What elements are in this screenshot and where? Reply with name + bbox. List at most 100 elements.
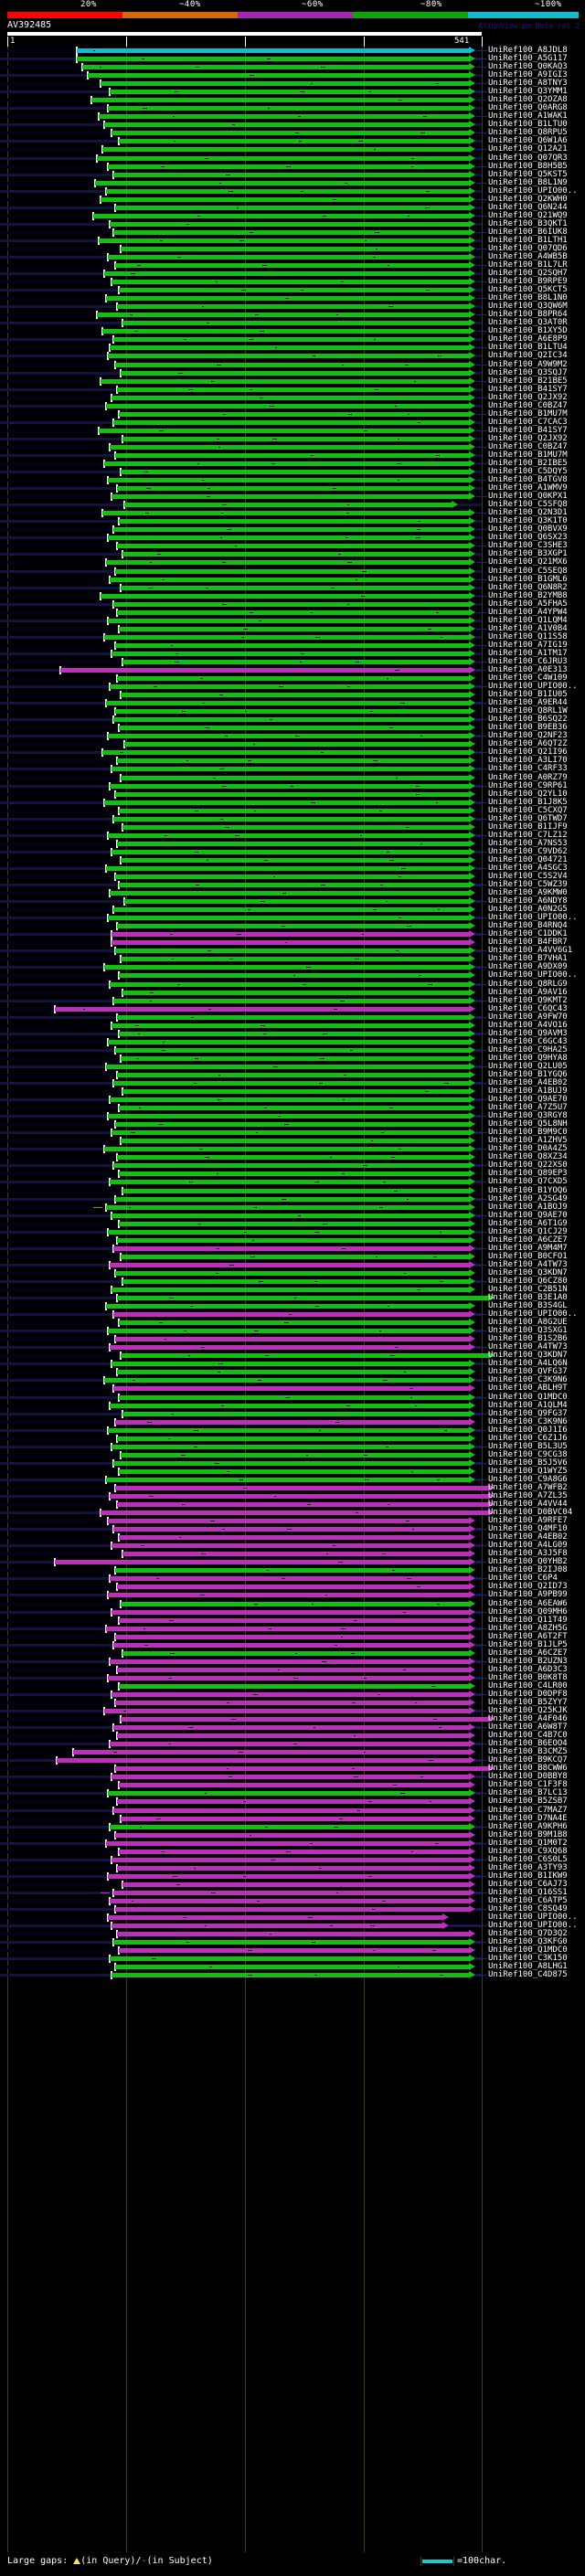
table-row[interactable]: UniRef100_B2YMB8 xyxy=(0,591,585,600)
hit-accession-label[interactable]: UniRef100_A0RZ79 xyxy=(488,772,568,782)
table-row[interactable]: UniRef100_C4LR00 xyxy=(0,1681,585,1691)
table-row[interactable]: UniRef100_C3K9N6 xyxy=(0,1375,585,1385)
table-row[interactable]: UniRef100_B9M1B8 xyxy=(0,1830,585,1839)
hit-accession-label[interactable]: UniRef100_A4TW73 xyxy=(488,1259,568,1269)
hit-accession-label[interactable]: UniRef100_Q07QR3 xyxy=(488,153,568,163)
table-row[interactable]: UniRef100_A4VO16 xyxy=(0,1021,585,1030)
hit-accession-label[interactable]: UniRef100_A6NDY8 xyxy=(488,896,568,906)
hsp-bar[interactable] xyxy=(101,81,469,87)
table-row[interactable]: UniRef100_Q6TWD7 xyxy=(0,814,585,823)
hit-accession-label[interactable]: UniRef100_Q2JX92 xyxy=(488,392,568,402)
hit-accession-label[interactable]: UniRef100_B1XY5D xyxy=(488,326,568,336)
hit-accession-label[interactable]: UniRef100_Q3SQJ7 xyxy=(488,367,568,377)
hit-accession-label[interactable]: UniRef100_Q6CZ80 xyxy=(488,1276,568,1286)
hit-accession-label[interactable]: UniRef100_C4RF33 xyxy=(488,764,568,774)
hsp-bar[interactable] xyxy=(115,1907,469,1912)
hit-accession-label[interactable]: UniRef100_C5SFQ8 xyxy=(488,500,568,510)
hit-accession-label[interactable]: UniRef100_Q2JX92 xyxy=(488,433,568,443)
hsp-bar[interactable] xyxy=(106,865,469,871)
hit-accession-label[interactable]: UniRef100_B1IJF9 xyxy=(488,822,568,832)
hsp-bar[interactable] xyxy=(121,246,469,251)
hit-accession-label[interactable]: UniRef100_Q04721 xyxy=(488,854,568,864)
table-row[interactable]: UniRef100_B1LTH1 xyxy=(0,236,585,245)
hit-accession-label[interactable]: UniRef100_Q6N8R2 xyxy=(488,582,568,592)
hit-accession-label[interactable]: UniRef100_Q3YMM1 xyxy=(488,87,568,97)
table-row[interactable]: UniRef100_A6QT2Z xyxy=(0,739,585,749)
hit-accession-label[interactable]: UniRef100_Q0J1I6 xyxy=(488,1425,568,1435)
hit-accession-label[interactable]: UniRef100_A4SGC3 xyxy=(488,863,568,873)
hit-accession-label[interactable]: UniRef100_B1S2B6 xyxy=(488,1334,568,1344)
hit-accession-label[interactable]: UniRef100_B3S4GL xyxy=(488,1301,568,1311)
hsp-bar[interactable] xyxy=(106,1304,469,1309)
hit-accession-label[interactable]: UniRef100_B5J5V6 xyxy=(488,1458,568,1468)
hit-accession-label[interactable]: UniRef100_B4FBR7 xyxy=(488,938,568,948)
table-row[interactable]: UniRef100_C9A8G6 xyxy=(0,1475,585,1484)
table-row[interactable]: UniRef100_D0BBY8 xyxy=(0,1772,585,1782)
hsp-bar[interactable] xyxy=(117,1502,488,1508)
hit-accession-label[interactable]: UniRef100_Q8XZ34 xyxy=(488,1152,568,1162)
hsp-bar[interactable] xyxy=(112,494,469,500)
hsp-bar[interactable] xyxy=(104,634,469,640)
table-row[interactable]: UniRef100_A1V0B4 xyxy=(0,624,585,633)
hit-accession-label[interactable]: UniRef100_B4RNQ4 xyxy=(488,921,568,931)
table-row[interactable]: UniRef100_C6AJ73 xyxy=(0,1880,585,1889)
hsp-bar[interactable] xyxy=(119,1683,469,1689)
table-row[interactable]: UniRef100_Q3K1T0 xyxy=(0,516,585,526)
table-row[interactable]: UniRef100_C6JRU3 xyxy=(0,657,585,666)
hsp-bar[interactable] xyxy=(112,1857,469,1862)
hsp-bar[interactable] xyxy=(119,1106,469,1111)
hit-accession-label[interactable]: UniRef100_Q3KFG0 xyxy=(488,1937,568,1947)
hit-accession-label[interactable]: UniRef100_Q3KDN7 xyxy=(488,1267,568,1277)
hsp-bar[interactable] xyxy=(117,1865,469,1871)
table-row[interactable]: UniRef100_Q5KST5 xyxy=(0,170,585,179)
hit-accession-label[interactable]: UniRef100_UPIO00.. xyxy=(488,682,578,692)
table-row[interactable]: UniRef100_B0K8T8 xyxy=(0,1673,585,1682)
hit-accession-label[interactable]: UniRef100_Q1MDC0 xyxy=(488,1945,568,1956)
hit-accession-label[interactable]: UniRef100_B2UZN3 xyxy=(488,1656,568,1666)
table-row[interactable]: UniRef100_C5WZ39 xyxy=(0,880,585,890)
table-row[interactable]: UniRef100_B1IKW9 xyxy=(0,1871,585,1881)
hit-accession-label[interactable]: UniRef100_Q1CJ29 xyxy=(488,1226,568,1236)
table-row[interactable]: UniRef100_C5SEQ8 xyxy=(0,567,585,576)
table-row[interactable]: UniRef100_C6P4 xyxy=(0,1574,585,1584)
hsp-bar[interactable] xyxy=(110,1262,469,1267)
table-row[interactable]: UniRef100_C6ATP5 xyxy=(0,1896,585,1905)
table-row[interactable]: UniRef100_Q3SQJ7 xyxy=(0,367,585,377)
table-row[interactable]: UniRef100_Q2LU05 xyxy=(0,1062,585,1071)
hsp-bar[interactable] xyxy=(115,362,469,367)
hsp-bar[interactable] xyxy=(112,1691,469,1697)
hit-accession-label[interactable]: UniRef100_A1WMV9 xyxy=(488,483,568,493)
hsp-bar[interactable] xyxy=(110,1659,469,1664)
hsp-bar[interactable] xyxy=(108,1329,469,1334)
table-row[interactable]: UniRef100_B0CFO1 xyxy=(0,1252,585,1261)
hsp-bar[interactable] xyxy=(108,535,469,541)
table-row[interactable]: UniRef100_Q2YL10 xyxy=(0,790,585,799)
table-row[interactable]: UniRef100_C5DQY5 xyxy=(0,467,585,477)
table-row[interactable]: UniRef100_A9RFE7 xyxy=(0,1516,585,1526)
hsp-bar[interactable] xyxy=(110,891,469,896)
table-row[interactable]: UniRef100_A1BUJ9 xyxy=(0,1087,585,1097)
hit-accession-label[interactable]: UniRef100_B41SY7 xyxy=(488,384,568,394)
hit-accession-label[interactable]: UniRef100_A3J5F8 xyxy=(488,1549,568,1559)
table-row[interactable]: UniRef100_A4YPW4 xyxy=(0,608,585,617)
table-row[interactable]: UniRef100_D0BVC04 xyxy=(0,1508,585,1518)
table-row[interactable]: UniRef100_A9AV16 xyxy=(0,988,585,997)
table-row[interactable]: UniRef100_A7Z5U7 xyxy=(0,1103,585,1113)
hit-accession-label[interactable]: UniRef100_C7MAZ7 xyxy=(488,1805,568,1815)
hsp-bar[interactable] xyxy=(113,601,469,607)
hsp-bar[interactable] xyxy=(115,1634,469,1639)
hit-accession-label[interactable]: UniRef100_B41SY7 xyxy=(488,425,568,435)
hsp-bar[interactable] xyxy=(117,1072,469,1077)
hit-accession-label[interactable]: UniRef100_Q5L8NH xyxy=(488,1119,568,1129)
hit-accession-label[interactable]: UniRef100_B2IJ08 xyxy=(488,1565,568,1575)
hit-accession-label[interactable]: UniRef100_A7Z5U7 xyxy=(488,1103,568,1113)
hsp-bar[interactable] xyxy=(110,1097,469,1103)
table-row[interactable]: UniRef100_C0BZ47 xyxy=(0,401,585,410)
hit-accession-label[interactable]: UniRef100_B5ZSB7 xyxy=(488,1797,568,1807)
table-row[interactable]: UniRef100_B21BE5 xyxy=(0,376,585,386)
table-row[interactable]: UniRef100_ABLH9T xyxy=(0,1383,585,1394)
hsp-bar[interactable] xyxy=(106,701,469,706)
hsp-bar[interactable] xyxy=(112,1130,469,1136)
table-row[interactable]: UniRef100_Q2JX92 xyxy=(0,433,585,443)
table-row[interactable]: UniRef100_C4W109 xyxy=(0,673,585,684)
